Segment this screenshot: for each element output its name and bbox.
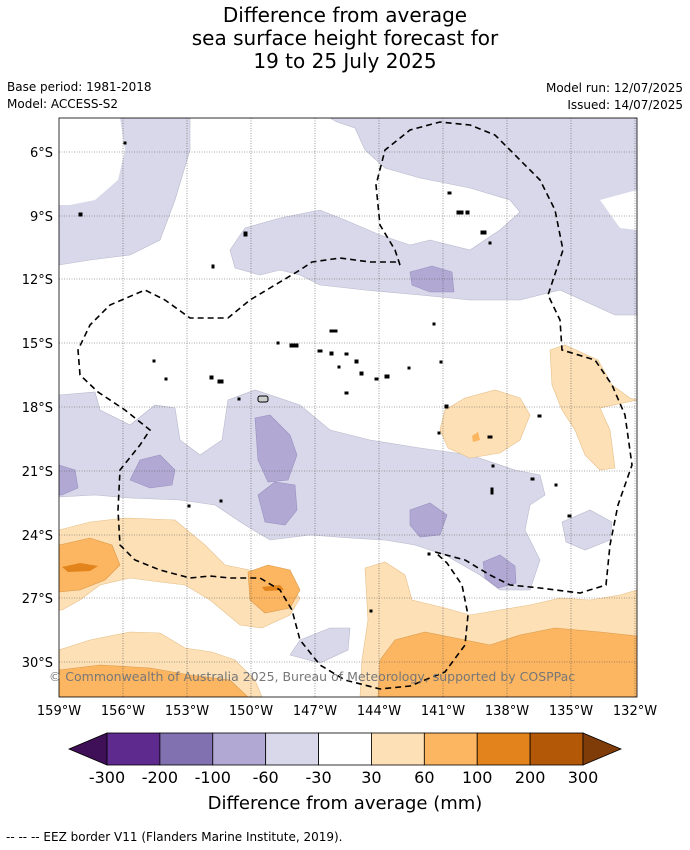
colorbar-bin: [212, 732, 267, 766]
colorbar-bin: [318, 732, 372, 766]
colorbar-tick-label: 200: [515, 768, 546, 787]
colorbar-bin: [423, 732, 478, 766]
colorbar-tick-label: 30: [361, 768, 381, 787]
negative-region-central: [59, 389, 546, 591]
colorbar-tick-label: -300: [89, 768, 125, 787]
lat-label-6s: 6°S: [30, 146, 53, 161]
graticule: [59, 118, 637, 697]
negative-region-nw-gap: [59, 118, 125, 205]
colorbar-bin: [106, 732, 161, 766]
lat-label-18s: 18°S: [22, 401, 53, 416]
negative-region-ne-gap: [600, 190, 637, 230]
negative-patch-central-a: [254, 414, 298, 483]
lat-label-27s: 27°S: [22, 592, 53, 607]
colorbar-bin: [265, 732, 319, 766]
base-period: Base period: 1981-2018: [7, 80, 152, 94]
colorbar-tick-label: 60: [414, 768, 434, 787]
islands: [78, 141, 572, 613]
model-name: Model: ACCESS-S2: [7, 97, 119, 111]
eez-border-french-polynesia: [77, 121, 633, 690]
colorbar: -300 -200 -100 -60 -30 30 60 100 200 300: [67, 732, 623, 787]
positive-patch-southwest-core: [62, 563, 98, 572]
title-line-3: 19 to 25 July 2025: [253, 49, 437, 73]
lat-label-30s: 30°S: [22, 656, 53, 671]
colorbar-arrow-max: [582, 732, 623, 766]
title-line-1: Difference from average: [222, 3, 468, 27]
lon-label-150w: 150°W: [229, 704, 273, 719]
colorbar-tick-label: -100: [195, 768, 231, 787]
model-run: Model run: 12/07/2025: [545, 81, 683, 95]
map-title: Difference from average sea surface heig…: [0, 4, 690, 73]
lat-label-21s: 21°S: [22, 465, 53, 480]
eez-legend: -- -- -- EEZ border V11 (Flanders Marine…: [6, 830, 343, 844]
negative-patch-east: [561, 509, 613, 551]
colorbar-bin: [476, 732, 531, 766]
positive-region-southwest: [59, 517, 301, 629]
lon-label-135w: 135°W: [549, 704, 593, 719]
colorbar-arrow-min: [67, 732, 108, 766]
positive-patch-south-core: [377, 627, 637, 697]
negative-patch-south: [289, 627, 351, 664]
lat-label-9s: 9°S: [30, 210, 53, 225]
colorbar-tick-label: -200: [142, 768, 178, 787]
map-frame: [58, 117, 638, 698]
negative-region-north: [59, 118, 637, 316]
negative-patch-central-d: [482, 554, 517, 589]
lon-label-144w: 144°W: [357, 704, 401, 719]
lon-label-132w: 132°W: [613, 704, 657, 719]
colorbar-label: Difference from average (mm): [208, 793, 483, 814]
lat-labels: 6°S 9°S 12°S 15°S 18°S 21°S 24°S 27°S 30…: [22, 146, 53, 671]
positive-region-east: [549, 344, 637, 471]
eez-borders: [77, 121, 633, 690]
colorbar-tick-label: 300: [568, 768, 599, 787]
lat-label-12s: 12°S: [22, 273, 53, 288]
copyright-notice: © Commonwealth of Australia 2025, Bureau…: [49, 669, 575, 684]
positive-patch-central-east-core: [472, 432, 480, 442]
anomaly-fills: [59, 118, 637, 697]
lon-label-141w: 141°W: [421, 704, 465, 719]
negative-patch-west-edge: [59, 464, 79, 496]
colorbar-tick-label: 100: [462, 768, 493, 787]
lon-label-159w: 159°W: [37, 704, 81, 719]
colorbar-tick-label: -30: [305, 768, 331, 787]
negative-patch-sw: [129, 454, 176, 489]
colorbar-bin: [529, 732, 584, 766]
lon-label-156w: 156°W: [101, 704, 145, 719]
colorbar-bin: [159, 732, 214, 766]
negative-patch-central-b: [257, 481, 298, 526]
title-line-2: sea surface height forecast for: [191, 26, 499, 50]
lat-label-24s: 24°S: [22, 529, 53, 544]
lon-labels: 159°W 156°W 153°W 150°W 147°W 144°W 141°…: [37, 704, 657, 719]
lon-label-153w: 153°W: [165, 704, 209, 719]
positive-patch-southwest-lower-core: [59, 664, 249, 697]
colorbar-bin: [371, 732, 425, 766]
lat-label-15s: 15°S: [22, 337, 53, 352]
issued-date: Issued: 14/07/2025: [567, 98, 683, 112]
colorbar-tick-label: -60: [253, 768, 279, 787]
lon-label-147w: 147°W: [293, 704, 337, 719]
lon-label-138w: 138°W: [485, 704, 529, 719]
